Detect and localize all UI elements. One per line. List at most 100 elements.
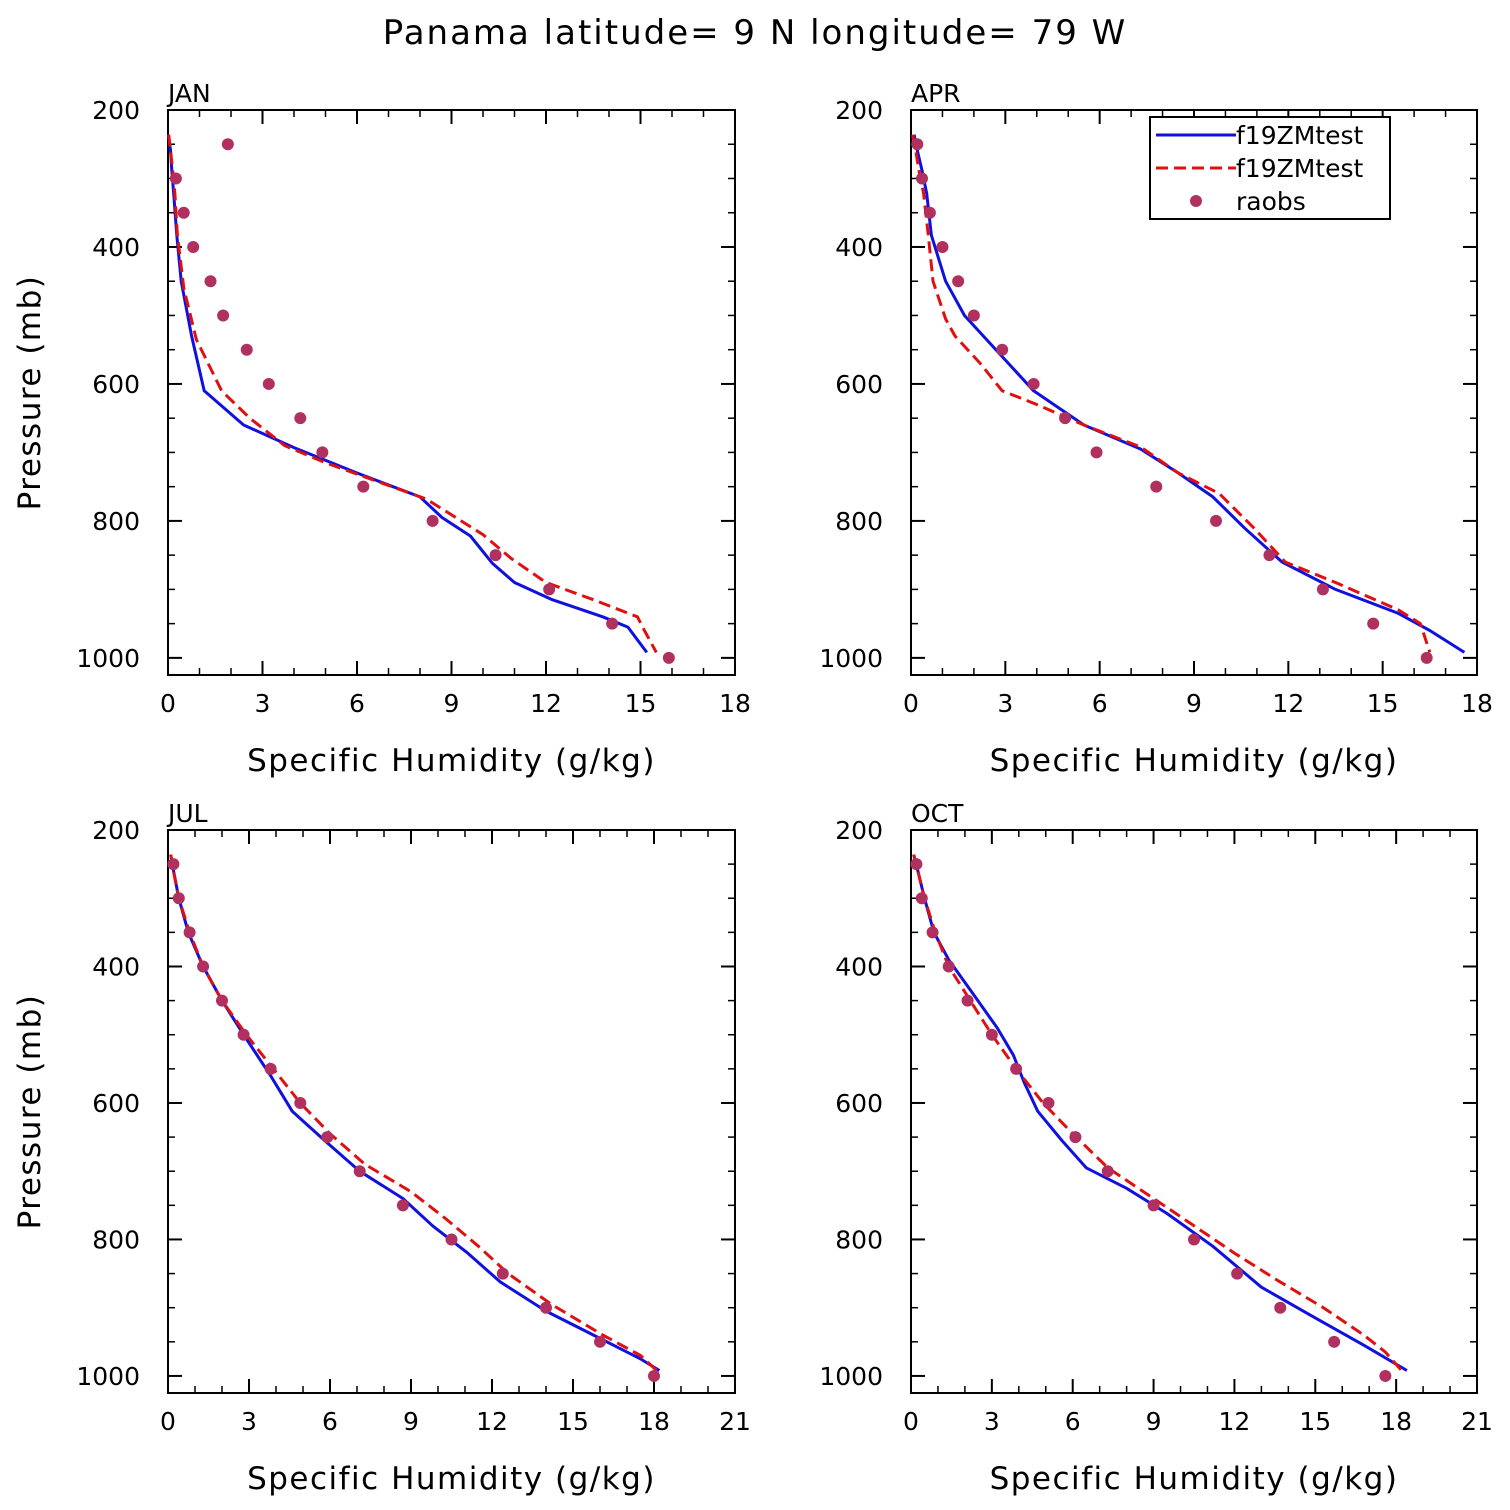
x-tick-label: 0 bbox=[160, 689, 176, 718]
x-axis-label: Specific Humidity (g/kg) bbox=[247, 1461, 656, 1497]
raobs-point bbox=[237, 1028, 250, 1041]
raobs-point bbox=[1090, 446, 1103, 459]
y-tick-label: 400 bbox=[92, 233, 140, 262]
raobs-point bbox=[1420, 651, 1433, 664]
y-tick-label: 200 bbox=[92, 816, 140, 845]
x-tick-label: 3 bbox=[997, 689, 1013, 718]
raobs-point bbox=[926, 926, 939, 939]
panel-label: OCT bbox=[911, 799, 964, 828]
raobs-point bbox=[316, 446, 329, 459]
raobs-point bbox=[985, 1028, 998, 1041]
raobs-point bbox=[169, 172, 182, 185]
x-tick-label: 6 bbox=[1065, 1407, 1081, 1436]
raobs-point bbox=[540, 1301, 552, 1314]
raobs-point bbox=[357, 480, 370, 493]
raobs-point bbox=[1328, 1335, 1341, 1348]
y-tick-label: 600 bbox=[92, 1089, 140, 1118]
x-tick-label: 3 bbox=[241, 1407, 257, 1436]
y-tick-label: 800 bbox=[92, 1225, 140, 1254]
panel-jan: JAN 0 3 6 9 12 15 18 200 400 600 800 1000 Specific Hu… bbox=[12, 79, 751, 779]
raobs-point bbox=[1059, 412, 1072, 425]
x-tick-label: 6 bbox=[349, 689, 365, 718]
x-tick-label: 12 bbox=[530, 689, 562, 718]
y-tick-label: 1000 bbox=[76, 1362, 140, 1391]
y-tick-label: 600 bbox=[835, 1089, 883, 1118]
legend: f19ZMtest f19ZMtest raobs bbox=[1149, 116, 1391, 220]
raobs-point bbox=[648, 1369, 660, 1382]
figure-title: Panama latitude= 9 N longitude= 79 W bbox=[383, 13, 1128, 53]
y-axis-label: Pressure (mb) bbox=[12, 275, 48, 511]
panel-label: JUL bbox=[166, 799, 208, 828]
raobs-point bbox=[217, 309, 230, 322]
y-tick-label: 200 bbox=[835, 816, 883, 845]
x-tick-label: 0 bbox=[903, 1407, 919, 1436]
x-tick-label: 6 bbox=[322, 1407, 338, 1436]
raobs-point bbox=[294, 1096, 307, 1109]
plot-frame bbox=[910, 829, 1478, 1394]
y-tick-label: 600 bbox=[92, 370, 140, 399]
raobs-point bbox=[1316, 583, 1329, 596]
raobs-point bbox=[167, 858, 180, 871]
raobs-point bbox=[911, 138, 924, 151]
panel-label: JAN bbox=[166, 79, 211, 108]
y-tick-label: 1000 bbox=[76, 644, 140, 673]
raobs-point bbox=[915, 892, 928, 905]
x-tick-label: 9 bbox=[444, 689, 460, 718]
plot-frame bbox=[167, 829, 736, 1394]
x-tick-label: 12 bbox=[1219, 1407, 1251, 1436]
raobs-point bbox=[321, 1131, 334, 1144]
x-tick-label: 18 bbox=[1380, 1407, 1412, 1436]
x-tick-label: 9 bbox=[1146, 1407, 1162, 1436]
raobs-point bbox=[1010, 1062, 1023, 1075]
y-tick-label: 800 bbox=[92, 507, 140, 536]
raobs-point bbox=[1263, 549, 1276, 562]
x-tick-label: 0 bbox=[903, 689, 919, 718]
raobs-point bbox=[426, 514, 439, 527]
series-line-solid bbox=[167, 134, 649, 654]
raobs-point bbox=[197, 960, 210, 973]
x-tick-label: 15 bbox=[1367, 689, 1399, 718]
raobs-point bbox=[996, 343, 1009, 356]
x-axis-label: Specific Humidity (g/kg) bbox=[247, 743, 656, 779]
x-tick-label: 0 bbox=[160, 1407, 176, 1436]
y-tick-label: 400 bbox=[92, 952, 140, 981]
raobs-point bbox=[183, 926, 196, 939]
raobs-point bbox=[1101, 1165, 1114, 1178]
y-tick-label: 800 bbox=[835, 507, 883, 536]
x-tick-label: 21 bbox=[1461, 1407, 1493, 1436]
x-tick-label: 18 bbox=[1461, 689, 1493, 718]
panel-apr: APR 0 3 6 9 12 15 18 200 400 600 800 1000 Specific Hu… bbox=[819, 79, 1493, 779]
raobs-point bbox=[177, 206, 190, 219]
raobs-point bbox=[187, 240, 200, 253]
y-tick-label: 600 bbox=[835, 370, 883, 399]
y-tick-label: 1000 bbox=[819, 1362, 883, 1391]
raobs-point bbox=[543, 583, 556, 596]
raobs-point bbox=[936, 240, 949, 253]
raobs-point bbox=[910, 858, 923, 871]
raobs-point bbox=[594, 1335, 606, 1348]
x-tick-label: 9 bbox=[403, 1407, 419, 1436]
raobs-point bbox=[961, 994, 974, 1007]
y-tick-label: 800 bbox=[835, 1225, 883, 1254]
raobs-point bbox=[496, 1267, 509, 1280]
series-line-dashed bbox=[167, 134, 658, 654]
series-line-dashed bbox=[911, 134, 1432, 653]
raobs-point bbox=[240, 343, 253, 356]
raobs-point bbox=[606, 617, 619, 630]
raobs-point bbox=[216, 994, 228, 1007]
y-tick-label: 200 bbox=[92, 96, 140, 125]
legend-label: f19ZMtest bbox=[1236, 121, 1364, 150]
x-tick-label: 3 bbox=[255, 689, 271, 718]
x-tick-label: 6 bbox=[1092, 689, 1108, 718]
raobs-point bbox=[1147, 1199, 1160, 1212]
raobs-point bbox=[1188, 1233, 1200, 1246]
raobs-point bbox=[967, 309, 980, 322]
x-tick-label: 12 bbox=[476, 1407, 508, 1436]
x-tick-label: 15 bbox=[1299, 1407, 1331, 1436]
raobs-point bbox=[923, 206, 936, 219]
raobs-point bbox=[489, 549, 502, 562]
x-tick-label: 18 bbox=[638, 1407, 670, 1436]
